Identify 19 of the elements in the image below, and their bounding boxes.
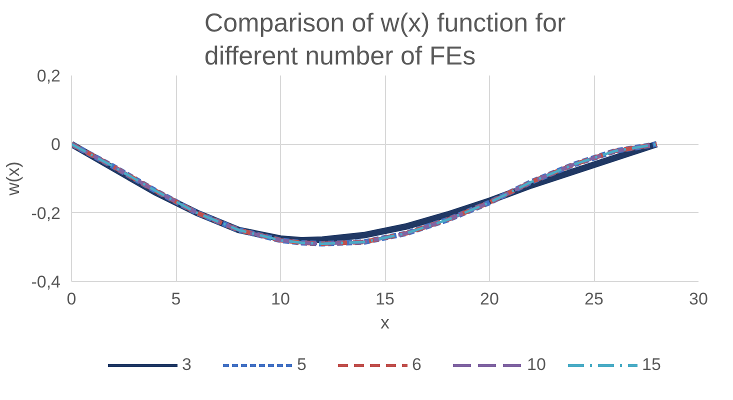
x-tick-label: 25 xyxy=(584,290,604,308)
chart-title: Comparison of w(x) function for different number of FEs xyxy=(204,8,566,70)
x-tick-label: 10 xyxy=(271,290,290,308)
legend-label: 5 xyxy=(297,355,308,375)
legend-label: 15 xyxy=(642,355,662,375)
legend-label: 10 xyxy=(527,355,547,375)
legend-label: 3 xyxy=(182,355,192,375)
x-tick-label: 15 xyxy=(376,290,394,308)
y-axis-title: w(x) xyxy=(3,161,24,196)
x-axis-title: x xyxy=(380,312,390,332)
y-tick-label: -0,4 xyxy=(31,272,61,292)
x-tick-label: 0 xyxy=(66,290,76,308)
y-tick-label: 0,2 xyxy=(36,66,61,86)
x-tick-label: 30 xyxy=(689,290,708,308)
y-tick-label: 0 xyxy=(51,135,61,154)
y-tick-label: -0,2 xyxy=(31,204,61,223)
x-tick-label: 20 xyxy=(480,290,499,308)
x-tick-label: 5 xyxy=(171,290,181,308)
legend-label: 6 xyxy=(412,355,422,375)
